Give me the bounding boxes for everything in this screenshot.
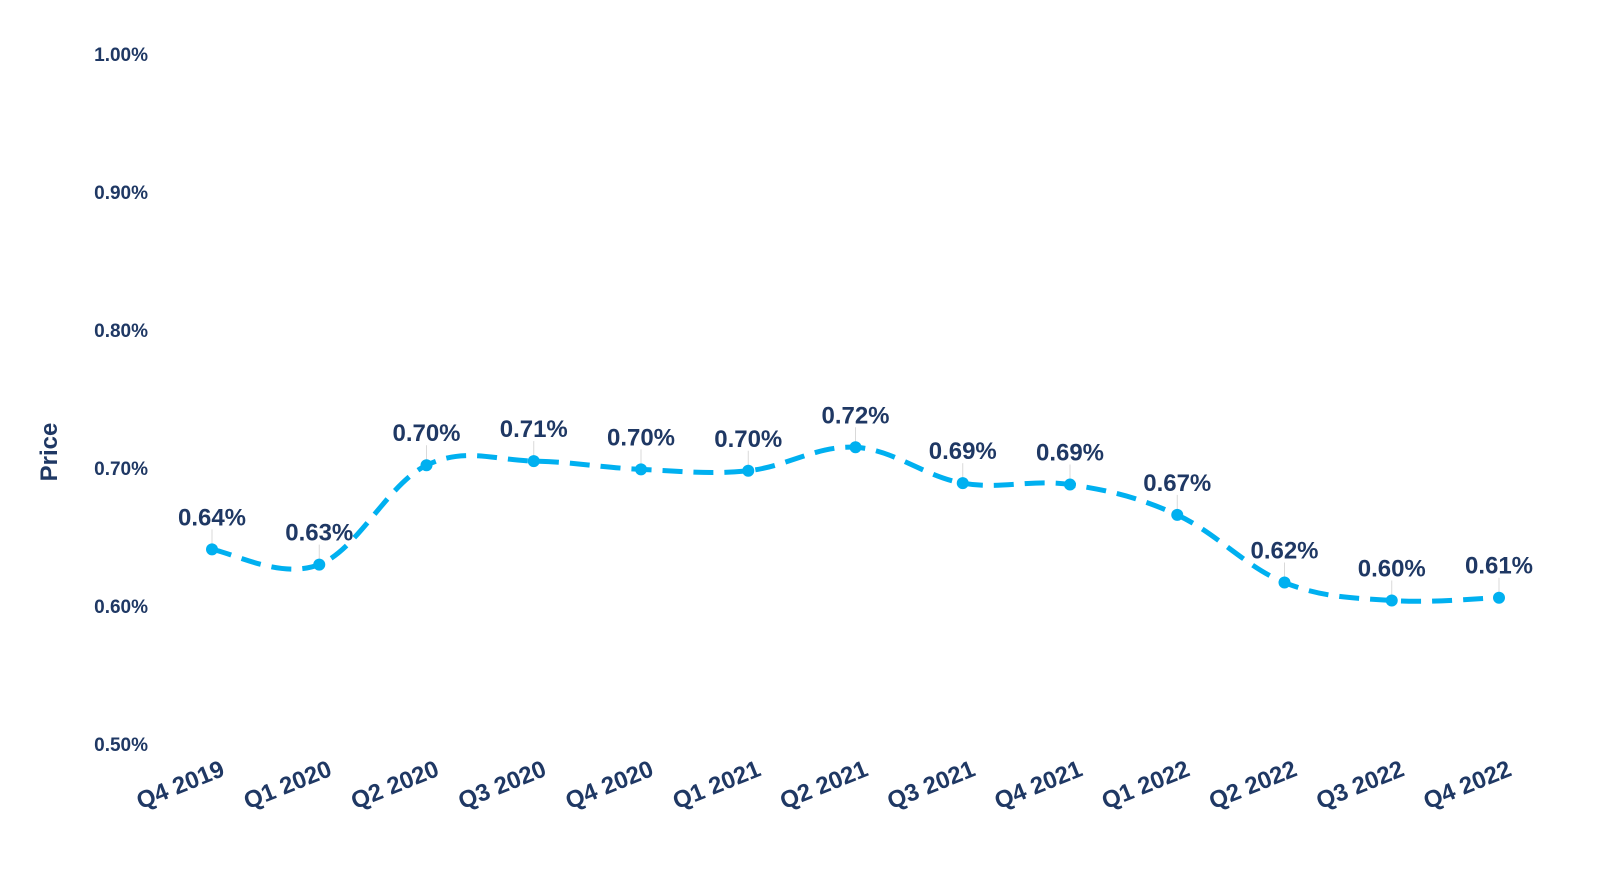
data-label: 0.70% [607,424,675,451]
y-tick-label: 0.50% [94,735,148,756]
data-point [206,543,218,556]
data-point [956,477,969,490]
data-label: 0.69% [1036,440,1104,467]
x-tick-label: Q3 2020 [455,756,550,816]
data-markers [206,441,1505,607]
data-label: 0.60% [1358,555,1426,582]
y-tick-label: 0.80% [94,321,148,342]
x-tick-label: Q3 2021 [884,756,979,816]
x-tick-label: Q2 2021 [776,756,871,816]
x-tick-label: Q4 2022 [1420,756,1515,816]
data-label: 0.70% [392,420,460,447]
x-tick-label: Q1 2021 [669,756,764,816]
x-tick-label: Q4 2021 [991,756,1086,816]
data-point [527,455,540,468]
data-label: 0.72% [821,402,889,429]
data-point [849,441,862,454]
x-tick-label: Q1 2022 [1098,756,1193,816]
data-label: 0.62% [1250,538,1318,565]
y-tick-label: 0.90% [94,183,148,204]
data-point [1064,478,1076,491]
y-axis: 0.50% 0.60% 0.70% 0.80% 0.90% 1.00% [94,45,148,756]
data-labels: 0.64% 0.63% 0.70% 0.71% 0.70% 0.70% 0.72% 0.69%… [178,402,1533,582]
data-point [1278,576,1291,589]
data-point [742,464,755,477]
x-tick-label: Q2 2020 [347,756,442,816]
data-point [1171,508,1184,521]
series-line [211,444,1500,604]
y-tick-label: 0.70% [94,459,148,480]
x-tick-label: Q4 2019 [133,756,228,816]
data-point [420,459,433,472]
x-axis: Q4 2019 Q1 2020 Q2 2020 Q3 2020 Q4 2020 Q1 20… [133,756,1515,816]
data-point [1385,594,1398,607]
data-label: 0.64% [178,504,246,531]
x-tick-label: Q2 2022 [1205,756,1300,816]
data-point [313,558,326,571]
data-point [635,463,647,476]
x-tick-label: Q4 2020 [562,756,657,816]
data-label: 0.63% [285,520,353,547]
data-label: 0.70% [714,426,782,453]
y-tick-label: 0.60% [94,597,148,618]
x-tick-label: Q1 2020 [240,756,335,816]
data-label: 0.61% [1465,553,1533,580]
y-axis-title: Price [36,423,63,482]
data-label: 0.71% [500,416,568,443]
y-tick-label: 1.00% [94,45,148,66]
data-label: 0.67% [1143,470,1211,497]
data-point [1493,591,1505,604]
x-tick-label: Q3 2022 [1313,756,1408,816]
data-label: 0.69% [929,438,997,465]
